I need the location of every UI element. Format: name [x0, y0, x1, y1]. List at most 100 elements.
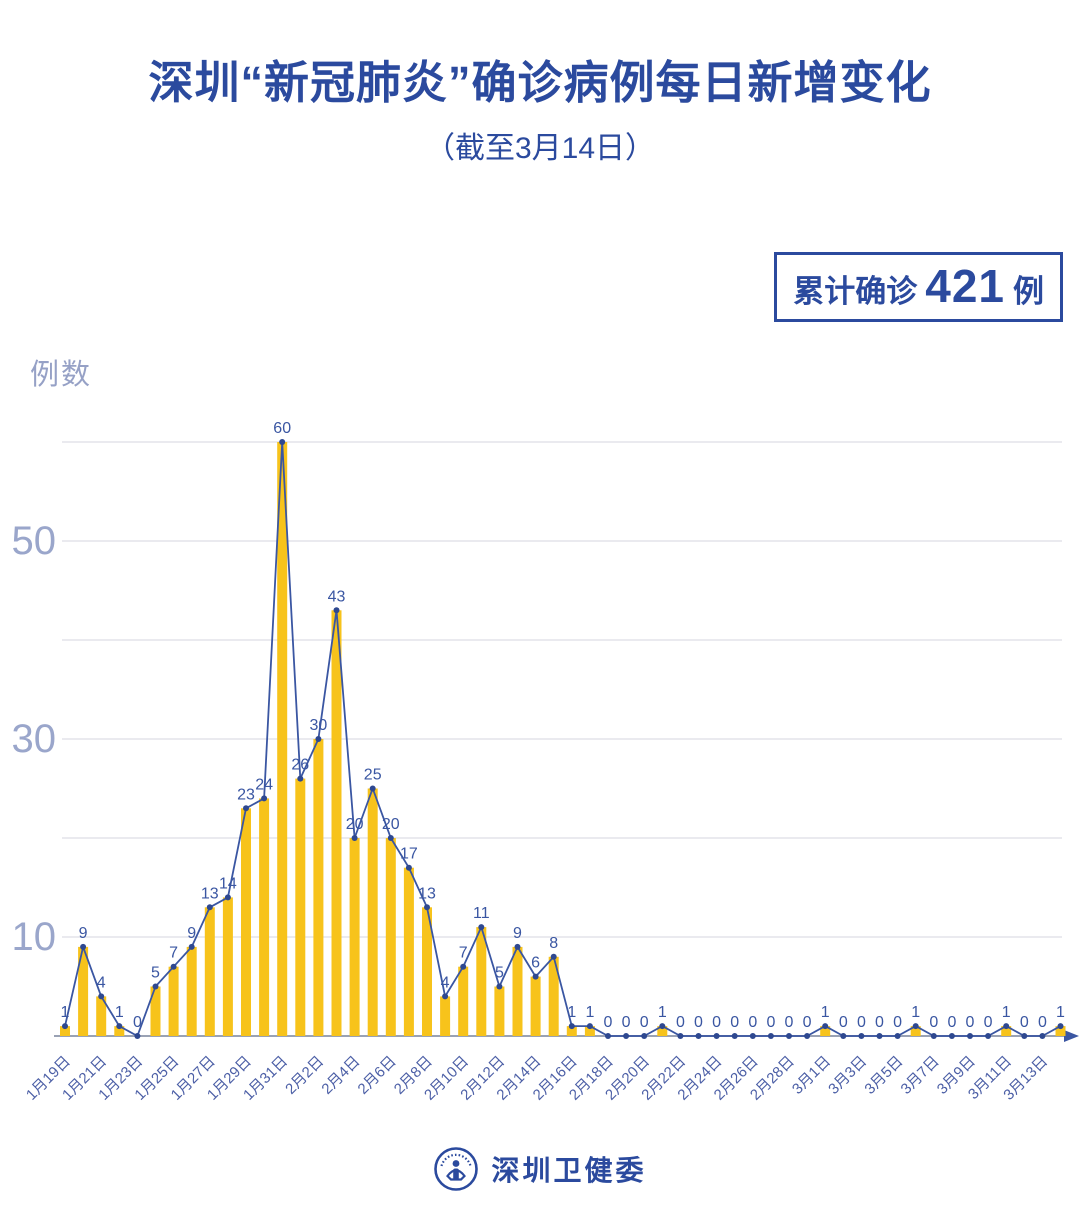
- data-point: [605, 1033, 611, 1039]
- data-label: 0: [604, 1014, 613, 1031]
- data-label: 20: [346, 816, 364, 833]
- badge-total-number: 421: [925, 260, 1005, 312]
- data-label: 0: [1038, 1014, 1047, 1031]
- bar: [186, 946, 197, 1036]
- y-tick-label: 30: [12, 717, 57, 761]
- data-label: 1: [911, 1004, 920, 1021]
- bar: [331, 610, 342, 1036]
- data-label: 0: [839, 1014, 848, 1031]
- bar: [313, 739, 324, 1036]
- bar: [168, 966, 179, 1036]
- x-tick-label: 2月6日: [355, 1053, 400, 1098]
- trend-line: [64, 441, 1061, 1037]
- data-label: 0: [133, 1014, 142, 1031]
- bar: [1001, 1026, 1012, 1036]
- footer: 深圳卫健委: [0, 1146, 1080, 1192]
- data-label: 0: [857, 1014, 866, 1031]
- data-label: 0: [694, 1014, 703, 1031]
- data-label: 1: [821, 1004, 830, 1021]
- data-point: [1057, 1023, 1064, 1030]
- data-point: [188, 943, 195, 950]
- data-label: 26: [291, 757, 309, 774]
- bar: [78, 946, 89, 1036]
- data-point: [224, 894, 231, 901]
- data-label: 20: [382, 816, 400, 833]
- data-label: 0: [803, 1014, 812, 1031]
- bar: [657, 1026, 668, 1036]
- data-point: [1021, 1033, 1028, 1039]
- bar: [494, 986, 505, 1036]
- bar: [403, 867, 414, 1036]
- data-point: [206, 904, 213, 911]
- data-label: 7: [169, 945, 178, 962]
- data-point: [858, 1033, 865, 1039]
- bar: [114, 1026, 125, 1036]
- data-point: [315, 736, 322, 742]
- bar: [910, 1026, 921, 1036]
- data-point: [623, 1033, 630, 1039]
- data-label: 24: [255, 776, 273, 793]
- data-point: [930, 1033, 937, 1039]
- data-point: [387, 835, 394, 841]
- data-point: [134, 1033, 141, 1039]
- data-point: [424, 904, 430, 911]
- data-label: 0: [1020, 1014, 1029, 1031]
- data-point: [840, 1033, 847, 1039]
- data-point: [967, 1033, 973, 1039]
- data-point: [496, 983, 503, 990]
- data-label: 4: [441, 974, 450, 991]
- data-label: 17: [400, 846, 418, 863]
- data-label: 9: [79, 925, 88, 942]
- bar: [820, 1026, 831, 1036]
- bar: [385, 838, 396, 1036]
- data-label: 1: [658, 1004, 667, 1021]
- data-point: [80, 943, 87, 950]
- x-tick-label: 3月1日: [789, 1053, 834, 1098]
- data-label: 11: [473, 905, 490, 922]
- bar: [367, 788, 378, 1036]
- data-point: [713, 1033, 720, 1039]
- data-point: [261, 795, 268, 802]
- data-label: 13: [201, 885, 219, 902]
- data-point: [985, 1033, 992, 1039]
- bar: [440, 996, 451, 1036]
- data-label: 1: [585, 1004, 594, 1021]
- data-point: [677, 1033, 684, 1039]
- bar: [295, 778, 306, 1036]
- data-point: [152, 983, 159, 990]
- data-label: 1: [61, 1004, 70, 1021]
- data-point: [876, 1033, 883, 1039]
- data-point: [62, 1023, 68, 1030]
- data-point: [532, 973, 539, 980]
- data-label: 6: [531, 955, 540, 972]
- bar: [422, 907, 432, 1036]
- x-tick-label: 3月3日: [825, 1053, 870, 1098]
- data-point: [894, 1033, 901, 1039]
- data-point: [514, 943, 521, 950]
- header: 深圳“新冠肺炎”确诊病例每日新增变化 （截至3月14日）: [0, 46, 1080, 167]
- bar: [259, 798, 270, 1036]
- data-point: [586, 1023, 593, 1030]
- data-label: 14: [219, 875, 237, 892]
- data-label: 0: [966, 1014, 975, 1031]
- data-point: [822, 1023, 829, 1030]
- data-point: [641, 1033, 648, 1039]
- data-point: [405, 864, 412, 871]
- data-point: [98, 993, 105, 1000]
- data-label: 60: [273, 420, 291, 437]
- data-label: 25: [364, 767, 382, 784]
- data-point: [568, 1023, 575, 1030]
- data-label: 0: [947, 1014, 956, 1031]
- x-tick-label: 3月5日: [861, 1053, 906, 1098]
- data-label: 13: [418, 885, 436, 902]
- data-point: [460, 963, 467, 970]
- data-label: 0: [984, 1014, 993, 1031]
- badge-suffix: 例: [1013, 274, 1044, 309]
- x-axis-arrow-icon: [1064, 1030, 1079, 1042]
- data-label: 4: [97, 974, 106, 991]
- data-point: [912, 1023, 919, 1030]
- data-label: 1: [115, 1004, 124, 1021]
- data-label: 1: [1056, 1004, 1065, 1021]
- x-tick-label: 2月2日: [282, 1053, 327, 1098]
- page-title: 深圳“新冠肺炎”确诊病例每日新增变化: [148, 57, 932, 108]
